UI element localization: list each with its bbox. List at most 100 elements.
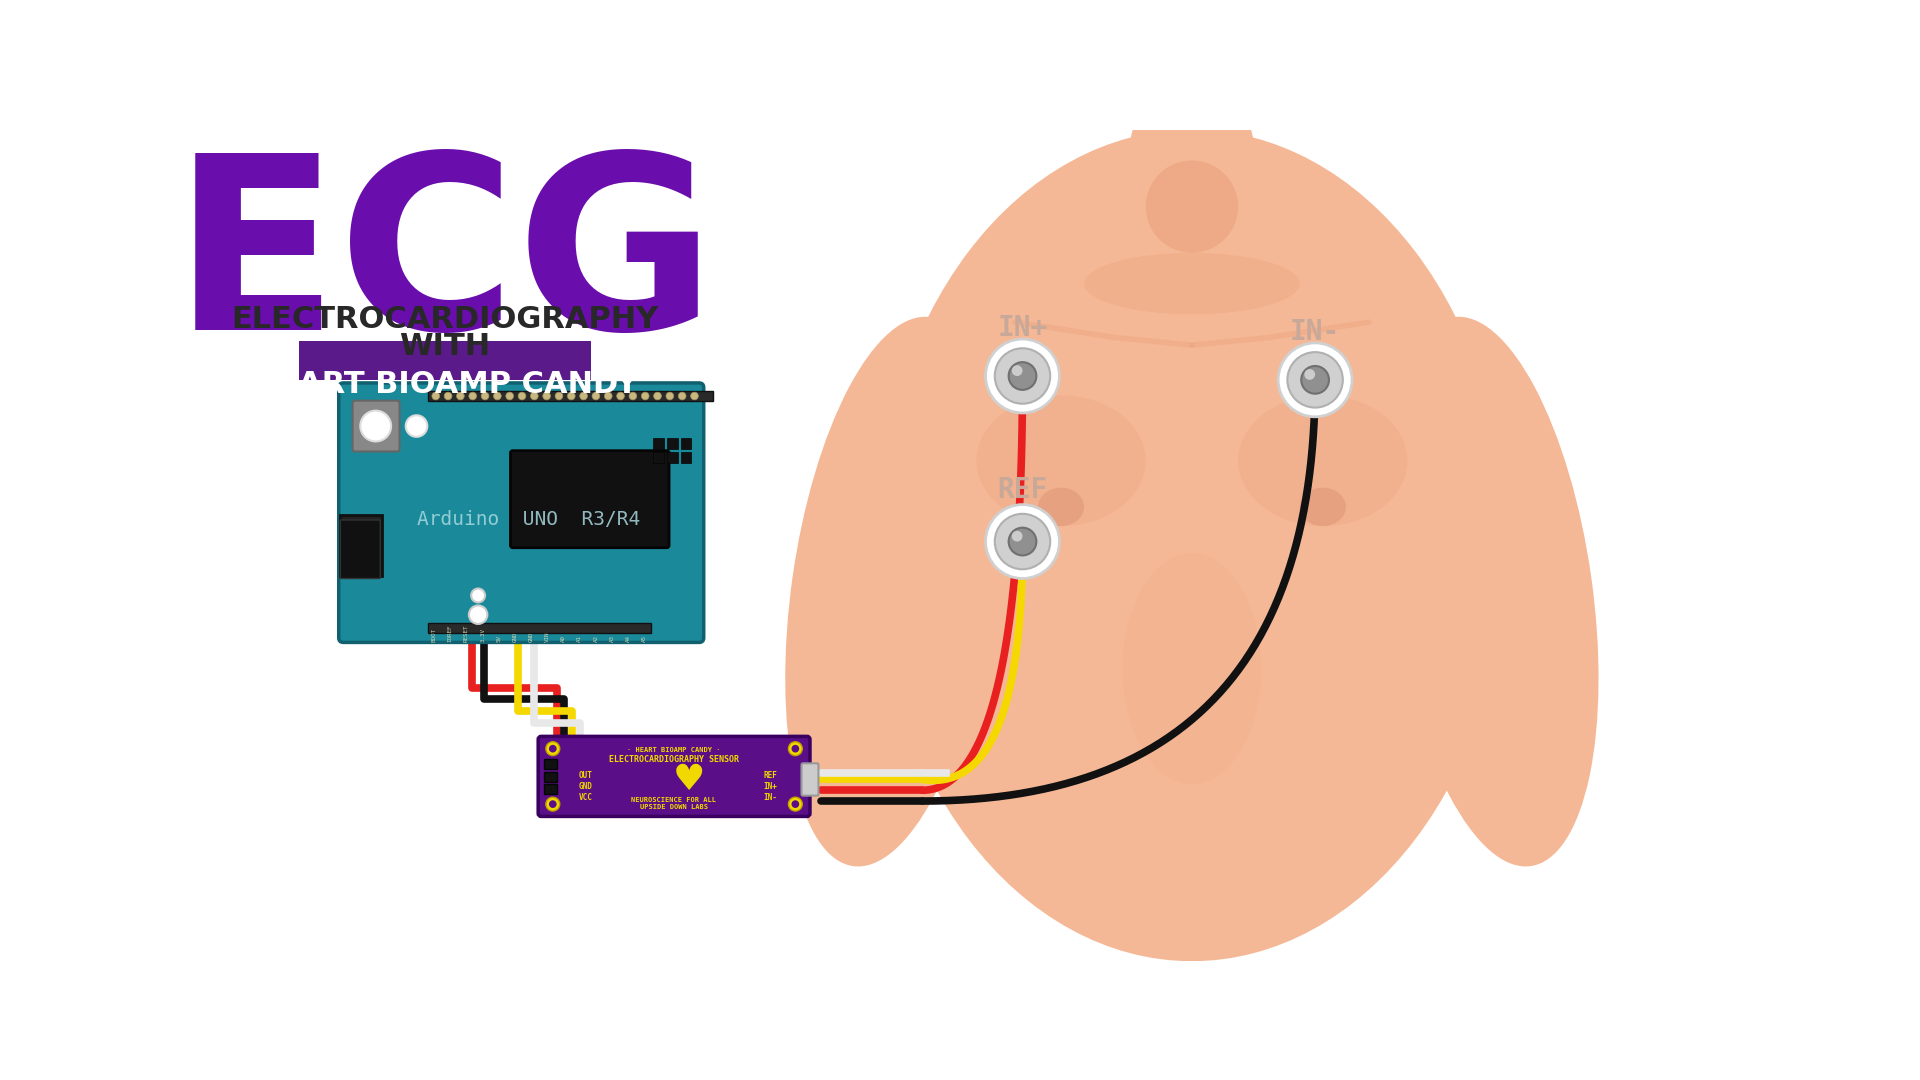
Text: IN+: IN+	[996, 314, 1048, 342]
Circle shape	[432, 392, 440, 400]
Bar	[666, 453, 678, 463]
Circle shape	[580, 392, 588, 400]
Text: IOREF: IOREF	[447, 624, 453, 642]
Circle shape	[678, 392, 685, 400]
Text: REF: REF	[762, 771, 778, 780]
Text: A2: A2	[593, 635, 599, 642]
FancyBboxPatch shape	[300, 341, 591, 380]
FancyBboxPatch shape	[801, 764, 818, 796]
Circle shape	[545, 742, 561, 756]
Circle shape	[995, 348, 1050, 404]
Text: · HEART BIOAMP CANDY ·: · HEART BIOAMP CANDY ·	[628, 747, 720, 753]
Circle shape	[985, 339, 1060, 413]
FancyBboxPatch shape	[538, 737, 810, 816]
Bar	[666, 438, 678, 449]
Circle shape	[530, 392, 538, 400]
Circle shape	[789, 742, 803, 756]
Circle shape	[555, 392, 563, 400]
FancyBboxPatch shape	[353, 401, 399, 451]
Bar	[545, 759, 557, 769]
Ellipse shape	[1386, 316, 1599, 866]
Circle shape	[1008, 362, 1037, 390]
Text: IN+: IN+	[762, 782, 778, 791]
Circle shape	[405, 416, 428, 436]
Circle shape	[468, 392, 476, 400]
Circle shape	[653, 392, 660, 400]
Text: A4: A4	[626, 635, 632, 642]
Circle shape	[545, 797, 561, 811]
FancyBboxPatch shape	[338, 383, 705, 643]
Ellipse shape	[975, 395, 1146, 526]
Circle shape	[616, 392, 624, 400]
Text: GND: GND	[580, 782, 593, 791]
Text: BOOT: BOOT	[432, 627, 436, 642]
Text: ECG: ECG	[173, 145, 716, 381]
Circle shape	[995, 514, 1050, 569]
Circle shape	[482, 392, 490, 400]
Circle shape	[1288, 352, 1342, 407]
Circle shape	[568, 392, 576, 400]
Ellipse shape	[1300, 488, 1346, 526]
Text: REF: REF	[996, 476, 1048, 504]
Circle shape	[543, 392, 551, 400]
Bar	[340, 514, 382, 577]
Circle shape	[591, 392, 599, 400]
Circle shape	[1302, 366, 1329, 394]
Bar	[545, 772, 557, 782]
Text: GND: GND	[528, 631, 534, 642]
Ellipse shape	[1123, 553, 1261, 784]
Text: ELECTROCARDIOGRAPHY: ELECTROCARDIOGRAPHY	[232, 306, 659, 334]
Circle shape	[791, 800, 799, 808]
Circle shape	[1012, 530, 1023, 541]
FancyBboxPatch shape	[340, 519, 380, 579]
Circle shape	[444, 392, 451, 400]
Ellipse shape	[1085, 253, 1300, 314]
Ellipse shape	[876, 130, 1507, 961]
Text: UPSIDE DOWN LABS: UPSIDE DOWN LABS	[639, 805, 708, 810]
Bar	[428, 623, 651, 633]
Circle shape	[985, 504, 1060, 579]
Circle shape	[605, 392, 612, 400]
Bar	[680, 453, 691, 463]
Text: RESET: RESET	[465, 624, 468, 642]
Ellipse shape	[785, 316, 998, 866]
Text: A0: A0	[561, 635, 566, 642]
Text: ELECTROCARDIOGRAPHY SENSOR: ELECTROCARDIOGRAPHY SENSOR	[609, 755, 739, 764]
Ellipse shape	[1146, 161, 1238, 253]
Text: IN-: IN-	[762, 793, 778, 801]
Circle shape	[518, 392, 526, 400]
Text: 3.3V: 3.3V	[480, 627, 486, 642]
Circle shape	[457, 392, 465, 400]
Text: WITH: WITH	[399, 333, 492, 361]
Circle shape	[493, 392, 501, 400]
Text: Arduino  UNO  R3/R4: Arduino UNO R3/R4	[417, 511, 641, 529]
Text: A1: A1	[578, 635, 582, 642]
Ellipse shape	[1238, 395, 1407, 526]
Text: ♥: ♥	[672, 764, 705, 797]
Circle shape	[691, 392, 699, 400]
Circle shape	[1304, 369, 1315, 380]
Bar	[653, 453, 664, 463]
Circle shape	[468, 606, 488, 624]
Circle shape	[505, 392, 513, 400]
Circle shape	[641, 392, 649, 400]
Text: NEUROSCIENCE FOR ALL: NEUROSCIENCE FOR ALL	[632, 797, 716, 802]
Ellipse shape	[1039, 488, 1085, 526]
Text: 5V: 5V	[497, 635, 501, 642]
Text: VCC: VCC	[580, 793, 593, 801]
Circle shape	[361, 410, 392, 442]
FancyBboxPatch shape	[511, 450, 668, 548]
Bar	[680, 438, 691, 449]
Text: IN-: IN-	[1290, 319, 1340, 346]
Text: A5: A5	[641, 635, 647, 642]
Circle shape	[666, 392, 674, 400]
Circle shape	[549, 800, 557, 808]
Text: A3: A3	[609, 635, 614, 642]
Circle shape	[1012, 365, 1023, 376]
Circle shape	[791, 745, 799, 753]
Circle shape	[789, 797, 803, 811]
Text: VIN: VIN	[545, 631, 549, 642]
Text: GND: GND	[513, 631, 518, 642]
Text: OUT: OUT	[580, 771, 593, 780]
Circle shape	[1279, 342, 1352, 417]
